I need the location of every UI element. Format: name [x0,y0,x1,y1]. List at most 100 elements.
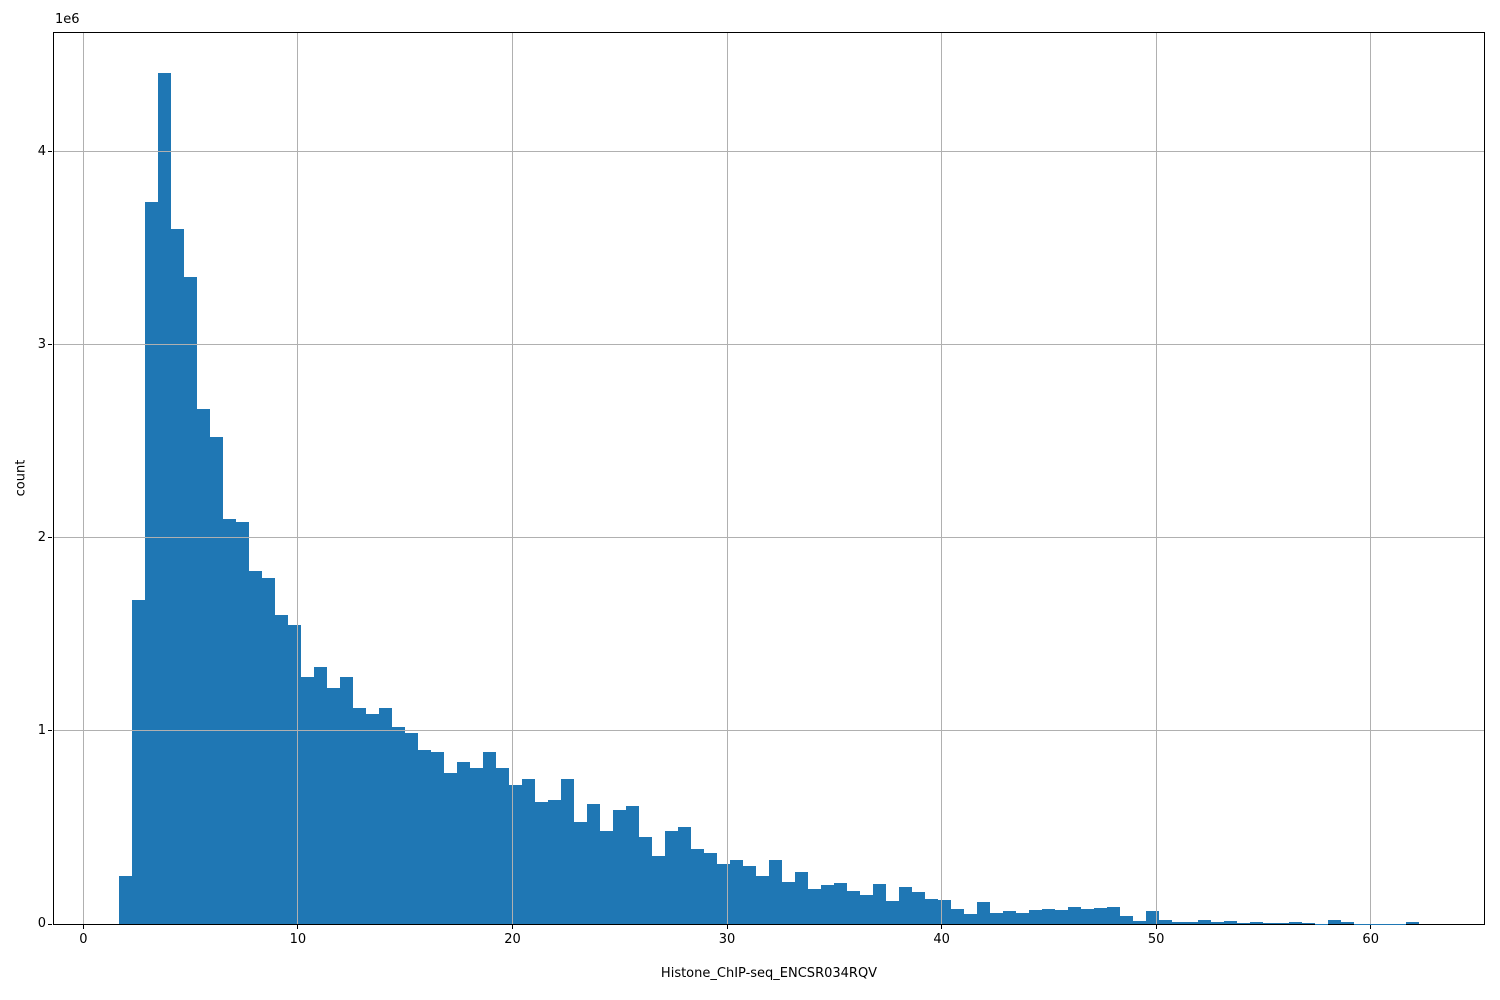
x-axis-label: Histone_ChIP-seq_ENCSR034RQV [660,966,878,981]
histogram-bar [768,860,783,924]
histogram-bar [261,578,276,924]
histogram-bar [1249,922,1264,924]
histogram-bar [469,767,484,924]
histogram-bar [1106,907,1121,924]
histogram-bar [1327,919,1342,924]
histogram-bar [612,810,627,924]
histogram-bar [794,871,809,924]
histogram-bar [1223,920,1238,924]
histogram-bar [547,800,562,924]
y-tick-label: 2 [37,529,46,545]
histogram-bar [157,72,172,924]
y-tick-label: 0 [37,916,46,931]
x-tick-mark [941,925,943,929]
histogram-bar [430,752,445,924]
histogram-bar [118,875,133,924]
histogram-bar [638,837,653,924]
y-axis-offset-label: 1e6 [55,12,80,27]
histogram-bar [495,767,510,924]
histogram-bar [1132,920,1147,924]
histogram-bar [144,201,159,924]
histogram-bar [1262,923,1277,924]
histogram-bar [404,732,419,924]
gridline-vertical [1370,33,1372,924]
histogram-bar [482,752,497,924]
histogram-bar [300,676,315,924]
histogram-bar [456,761,471,924]
histogram-bar [872,884,887,924]
histogram-bar [1041,908,1056,924]
histogram-bar [391,727,406,924]
histogram-bar [950,908,965,924]
histogram-bar [651,856,666,924]
histogram-bar [924,898,939,924]
gridline-vertical [1155,33,1157,924]
histogram-bar [1054,910,1069,924]
y-axis-label: count [13,459,29,497]
histogram-bar [248,570,263,924]
x-tick-label: 30 [718,932,736,947]
histogram-bar [729,860,744,924]
histogram-bar [170,228,185,924]
histogram-bar [521,779,536,924]
histogram-bar [183,277,198,924]
histogram-bar [911,892,926,924]
gridline-horizontal [54,344,1484,346]
y-tick-mark [48,537,52,539]
gridline-vertical [297,33,299,924]
histogram-bar [378,707,393,924]
histogram-bar [1028,910,1043,924]
x-tick-mark [1155,925,1157,929]
histogram-bar [1158,919,1173,924]
y-tick-mark [48,923,52,925]
histogram-bar [339,676,354,924]
histogram-bar [1080,908,1095,924]
histogram-bar [365,713,380,924]
histogram-bars-layer [54,33,1484,924]
x-tick-mark [1370,925,1372,929]
histogram-bar [846,891,861,924]
x-tick-mark [512,925,513,929]
histogram-bar [1184,922,1199,924]
histogram-bar [625,806,640,924]
histogram-bar [573,821,588,924]
x-tick-label: 10 [289,932,307,947]
histogram-bar [235,522,250,924]
x-tick-mark [726,925,728,929]
histogram-bar [963,914,978,924]
histogram-bar [1093,907,1108,924]
histogram-bar [807,889,822,924]
y-tick-mark [48,730,52,732]
histogram-bar [976,901,991,924]
histogram-bar [859,895,874,924]
histogram-bar [820,885,835,924]
x-tick-label: 0 [79,932,88,947]
histogram-bar [586,804,601,924]
histogram-bar [131,599,146,924]
histogram-bar [1275,923,1290,924]
gridline-vertical [82,33,84,924]
histogram-bar [1197,919,1212,924]
gridlines-layer [54,33,1484,924]
histogram-bar [222,518,237,924]
histogram-bar [1288,922,1303,924]
gridline-vertical [941,33,943,924]
histogram-bar [742,866,757,924]
histogram-bar [1340,922,1355,924]
histogram-bar [1301,923,1316,924]
histogram-bar [664,831,679,924]
histogram-bar [209,437,224,924]
x-tick-mark [82,925,84,929]
histogram-bar [755,875,770,924]
histogram-bar [313,667,328,924]
histogram-bar [1002,911,1017,924]
histogram-bar [989,913,1004,924]
y-tick-mark [48,151,52,153]
histogram-bar [1015,912,1030,924]
histogram-bar [1405,922,1420,924]
histogram-bar [833,883,848,924]
histogram-bar [1171,922,1186,924]
histogram-bar [599,831,614,924]
histogram-bar [898,887,913,924]
